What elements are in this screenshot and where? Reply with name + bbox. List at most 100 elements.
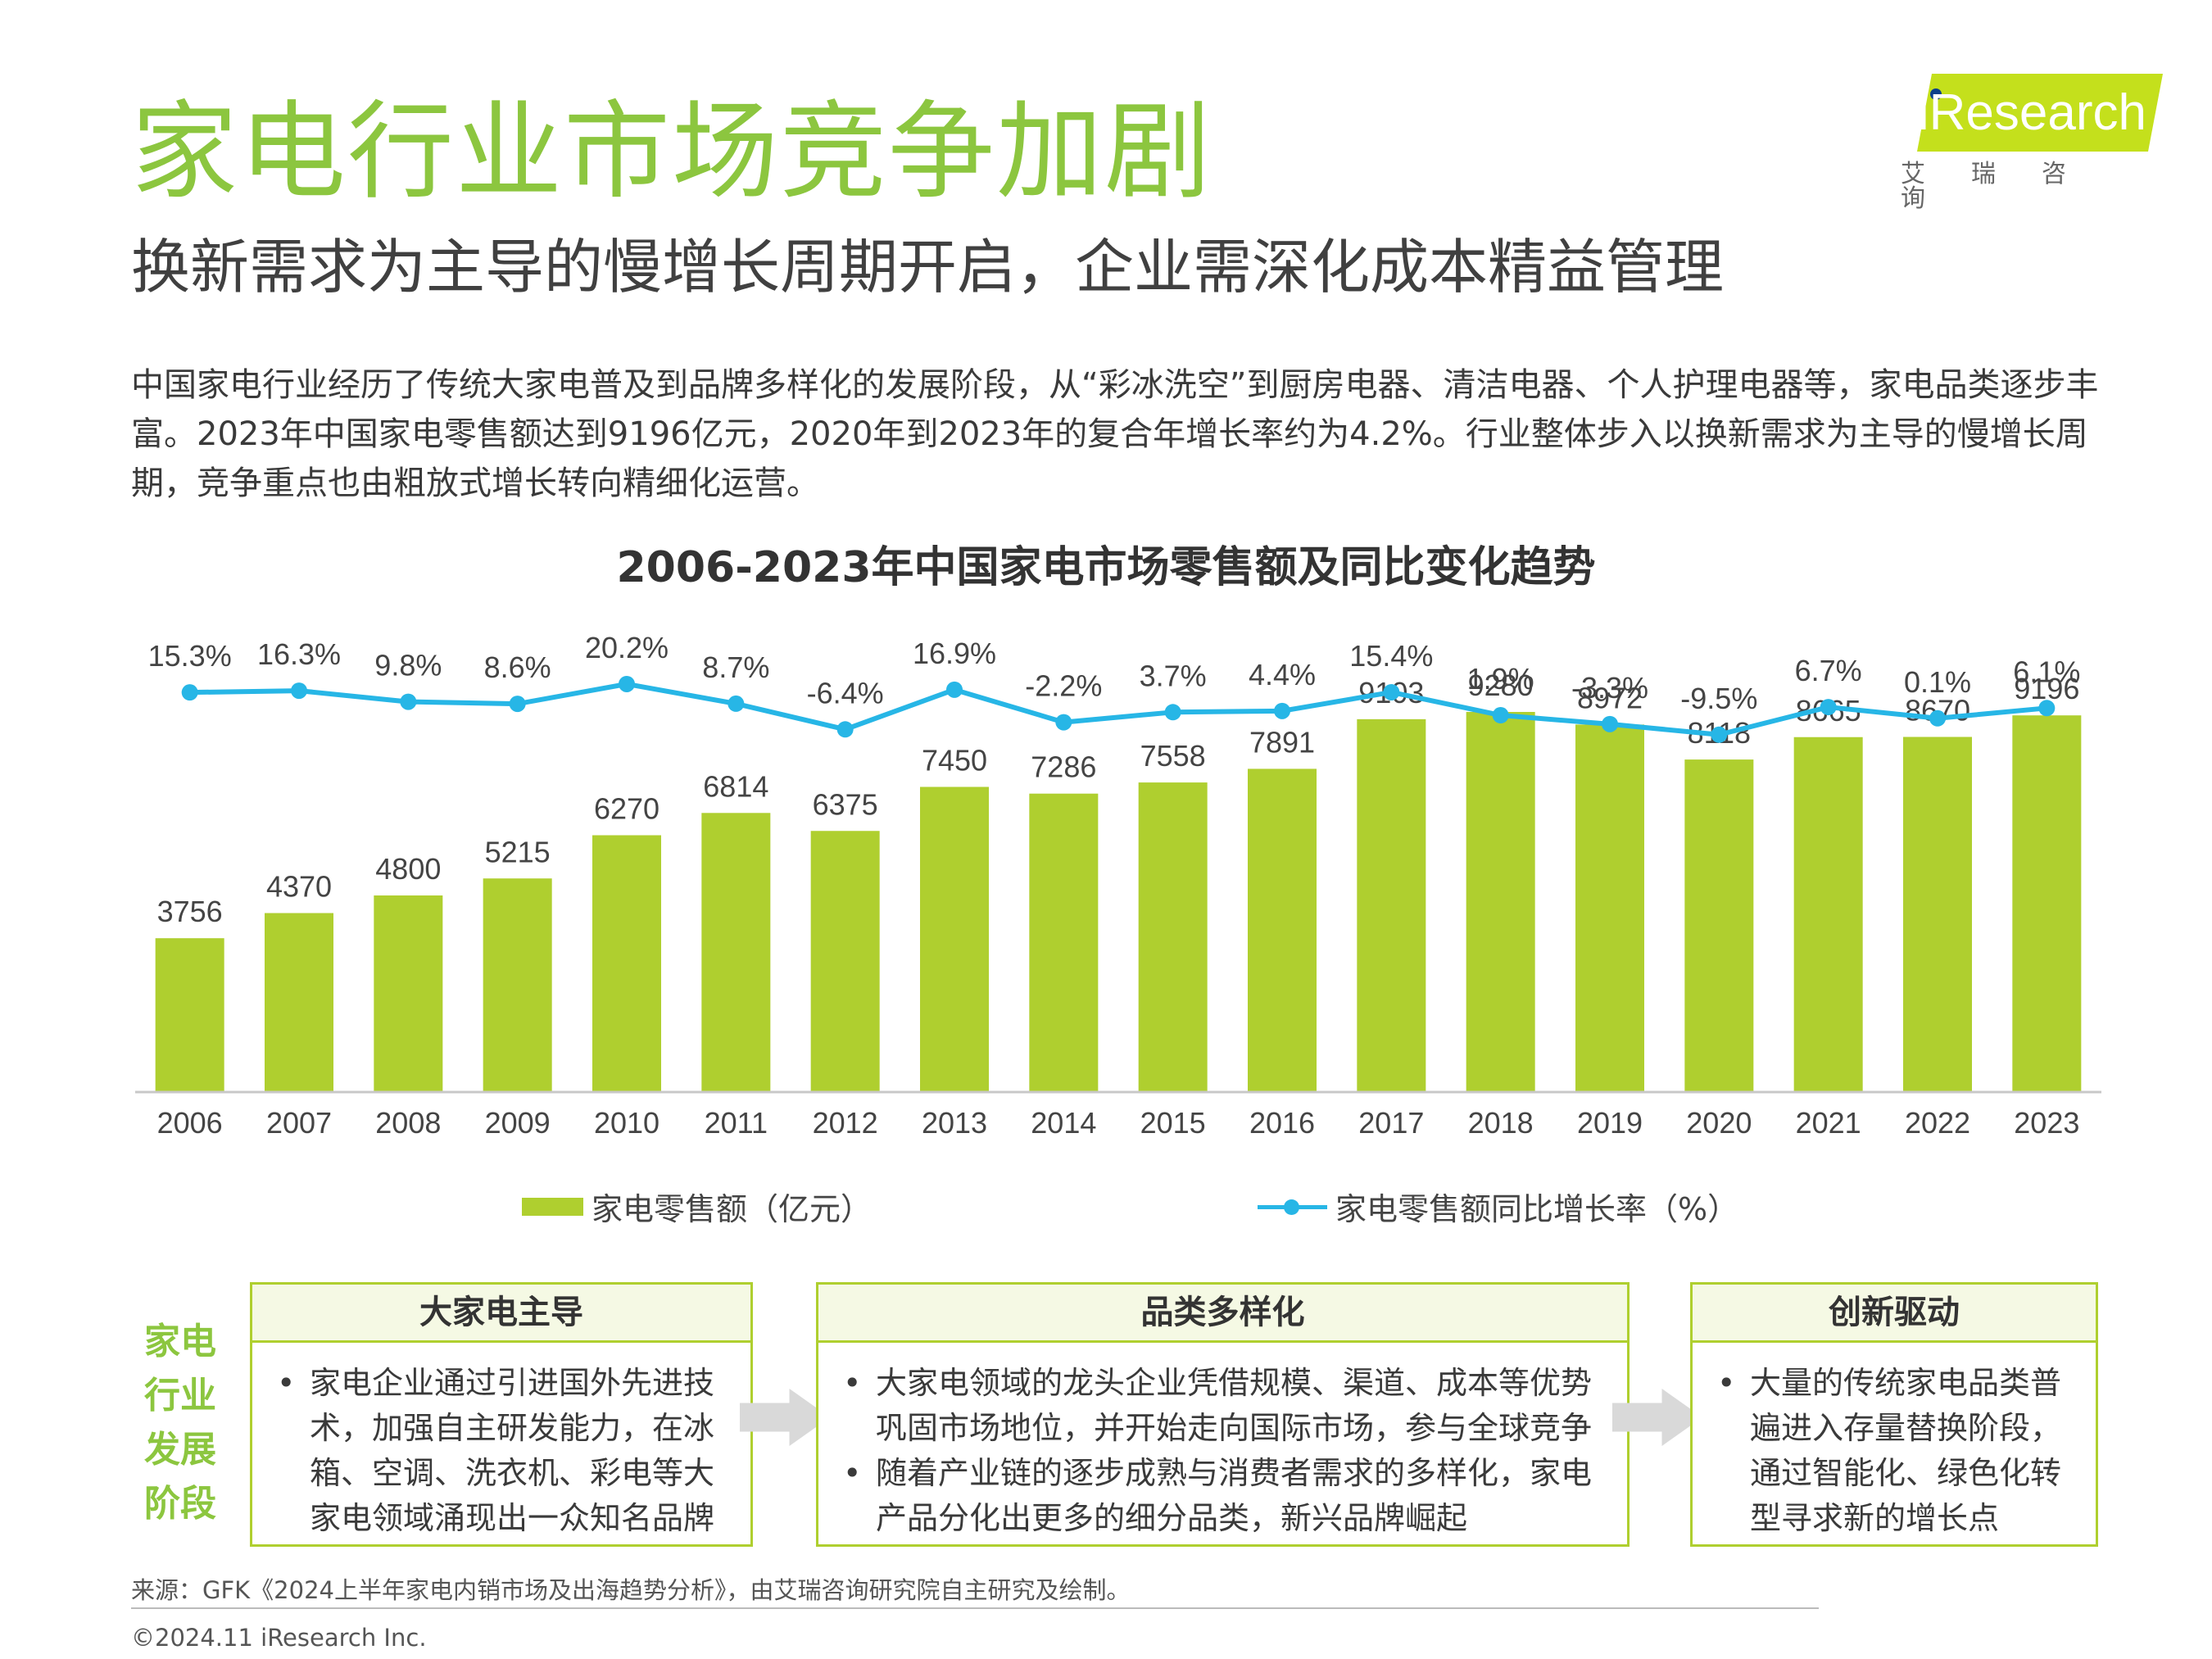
growth-value-label: 1.9% — [1467, 662, 1534, 696]
growth-point — [181, 684, 198, 701]
stage-3-title: 创新驱动 — [1693, 1285, 2096, 1343]
x-tick-labels: 2006 2007 2008 2009 2010 2011 2012 2013 2014 2015… — [157, 1106, 2080, 1140]
page-subtitle: 换新需求为主导的慢增长周期开启，企业需深化成本精益管理 — [131, 233, 1725, 301]
bar-value-label: 6814 — [703, 769, 768, 803]
growth-value-label: 16.9% — [913, 637, 996, 670]
growth-value-label: 20.2% — [585, 631, 669, 664]
legend-bar-label: 家电零售额（亿元） — [592, 1191, 873, 1227]
logo-brand-text: iResearch — [1917, 84, 2146, 141]
bar-value-label: 6375 — [813, 787, 878, 821]
bar-value-label: 7450 — [922, 744, 987, 777]
growth-line — [189, 681, 2047, 737]
bar — [592, 835, 661, 1092]
legend-line-label: 家电零售额同比增长率（%） — [1335, 1191, 1739, 1227]
growth-point — [1492, 707, 1509, 724]
retail-sales-chart: 3756 4370 4800 5215 6270 6814 6375 7450 7286 7558… — [135, 631, 2101, 1140]
stage-3-bullet: • 大量的传统家电品类普遍进入存量替换阶段，通过智能化、绿色化转型寻求新的增长点 — [1717, 1361, 2079, 1541]
stage-label-line: 行业 — [144, 1375, 216, 1416]
bar — [920, 786, 989, 1092]
bar — [1466, 712, 1535, 1092]
growth-point — [1820, 699, 1837, 716]
bullet-dot-icon: • — [843, 1455, 862, 1491]
copyright: ©2024.11 iResearch Inc. — [131, 1624, 427, 1652]
bar — [1248, 768, 1317, 1092]
growth-point — [1164, 704, 1181, 721]
growth-point — [291, 682, 307, 700]
growth-value-label: 3.7% — [1140, 659, 1207, 692]
bar-value-label: 8972 — [1577, 681, 1643, 714]
stage-2-bullet: • 随着产业链的逐步成熟与消费者需求的多样化，家电产品分化出更多的细分品类，新兴… — [843, 1451, 1611, 1541]
growth-point — [2038, 700, 2056, 717]
x-tick-label: 2012 — [813, 1106, 878, 1140]
bar — [374, 895, 443, 1092]
growth-point — [946, 681, 963, 698]
iresearch-logo: iResearch 艾瑞咨询 — [1901, 74, 2163, 211]
growth-value-label: 16.3% — [257, 637, 341, 671]
x-tick-label: 2009 — [485, 1106, 551, 1140]
logo-banner — [1917, 74, 2163, 152]
logo-dot-icon — [1930, 88, 1942, 100]
x-tick-label: 2008 — [375, 1106, 441, 1140]
bar-value-label: 7891 — [1249, 725, 1315, 759]
x-tick-label: 2023 — [2014, 1106, 2079, 1140]
growth-value-label: -3.3% — [1571, 671, 1648, 705]
growth-value-label: 4.4% — [1249, 658, 1316, 691]
source-note: 来源：GFK《2024上半年家电内销市场及出海趋势分析》，由艾瑞咨询研究院自主研… — [131, 1576, 1131, 1604]
stage-label-line: 家电 — [144, 1321, 216, 1362]
x-tick-label: 2015 — [1140, 1106, 1206, 1140]
bar — [1903, 737, 1972, 1092]
x-tick-label: 2007 — [266, 1106, 332, 1140]
bar — [483, 878, 552, 1092]
bar — [1793, 737, 1863, 1092]
stage-box-3: 创新驱动 • 大量的传统家电品类普遍进入存量替换阶段，通过智能化、绿色化转型寻求… — [1690, 1282, 2098, 1547]
x-tick-label: 2016 — [1249, 1106, 1315, 1140]
legend-bar-swatch — [522, 1197, 583, 1216]
bar — [1138, 782, 1208, 1092]
growth-value-label: 6.7% — [1795, 654, 1862, 687]
stage-2-title: 品类多样化 — [818, 1285, 1627, 1343]
x-tick-label: 2011 — [705, 1106, 768, 1140]
stage-2-bullet-text-2: 随着产业链的逐步成熟与消费者需求的多样化，家电产品分化出更多的细分品类，新兴品牌… — [876, 1455, 1593, 1536]
bar — [701, 813, 771, 1092]
x-tick-label: 2022 — [1905, 1106, 1970, 1140]
stage-box-2: 品类多样化 • 大家电领域的龙头企业凭借规模、渠道、成本等优势巩固市场地位，并开… — [816, 1282, 1630, 1547]
growth-value-label: 15.3% — [148, 639, 232, 673]
x-tick-label: 2021 — [1796, 1106, 1861, 1140]
growth-point — [400, 693, 417, 710]
bar-value-label: 7286 — [1031, 750, 1096, 784]
bar-value-label: 6270 — [594, 792, 660, 826]
bullet-dot-icon: • — [843, 1365, 862, 1401]
growth-point — [1274, 702, 1290, 719]
growth-point — [619, 675, 635, 692]
stage-3-body: • 大量的传统家电品类普遍进入存量替换阶段，通过智能化、绿色化转型寻求新的增长点 — [1693, 1343, 2096, 1541]
bar — [265, 913, 333, 1092]
bar — [2012, 715, 2082, 1092]
stage-1-title: 大家电主导 — [252, 1285, 750, 1343]
legend-line-swatch — [1258, 1194, 1327, 1219]
growth-value-label: -9.5% — [1680, 682, 1757, 715]
stage-1-body: • 家电企业通过引进国外先进技术，加强自主研发能力，在冰箱、空调、洗衣机、彩电等… — [252, 1343, 750, 1541]
bar-value-label: 4370 — [266, 870, 332, 904]
stage-1-bullet: • 家电企业通过引进国外先进技术，加强自主研发能力，在冰箱、空调、洗衣机、彩电等… — [277, 1361, 734, 1541]
growth-point — [509, 696, 526, 713]
bar — [1684, 759, 1754, 1092]
bar — [810, 831, 880, 1092]
legend-bar: 家电零售额（亿元） — [522, 1184, 872, 1229]
x-tick-label: 2006 — [157, 1106, 223, 1140]
bar-value-label: 9280 — [1468, 669, 1534, 702]
x-tick-label: 2014 — [1031, 1106, 1096, 1140]
bar — [1029, 793, 1099, 1092]
footer-divider — [131, 1607, 1819, 1609]
bar-value-label: 7558 — [1140, 739, 1206, 773]
growth-value-label: 9.8% — [374, 649, 442, 682]
x-tick-label: 2020 — [1686, 1106, 1752, 1140]
growth-value-label: 8.7% — [702, 650, 769, 684]
x-tick-label: 2017 — [1358, 1106, 1424, 1140]
bars-group: 3756 4370 4800 5215 6270 6814 6375 7450 7286 7558… — [155, 669, 2082, 1092]
intro-paragraph: 中国家电行业经历了传统大家电普及到品牌多样化的发展阶段，从“彩冰洗空”到厨房电器… — [131, 366, 2099, 502]
stage-1-bullet-text: 家电企业通过引进国外先进技术，加强自主研发能力，在冰箱、空调、洗衣机、彩电等大家… — [310, 1365, 715, 1536]
growth-value-label: 8.6% — [484, 650, 551, 684]
legend-line: 家电零售额同比增长率（%） — [1258, 1184, 1738, 1229]
growth-point — [1055, 714, 1072, 731]
stage-side-label: 家电 行业 发展 阶段 — [131, 1315, 229, 1531]
